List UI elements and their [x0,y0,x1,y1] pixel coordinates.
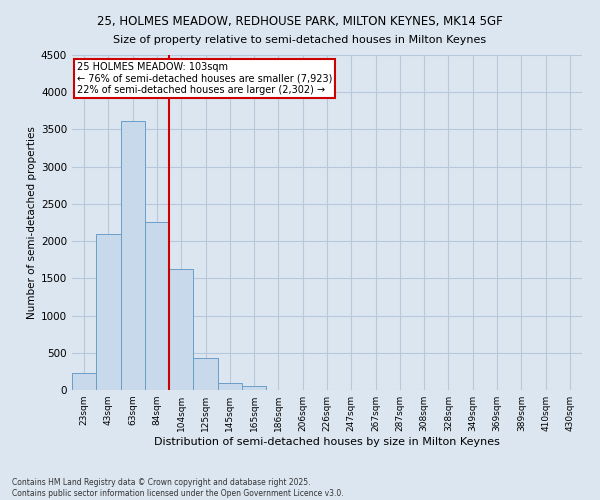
Y-axis label: Number of semi-detached properties: Number of semi-detached properties [27,126,37,319]
Bar [193,358,218,390]
Text: 25 HOLMES MEADOW: 103sqm
← 76% of semi-detached houses are smaller (7,923)
22% o: 25 HOLMES MEADOW: 103sqm ← 76% of semi-d… [77,62,332,95]
Bar [72,373,96,390]
Text: Size of property relative to semi-detached houses in Milton Keynes: Size of property relative to semi-detach… [113,35,487,45]
Bar [169,270,193,390]
Bar [121,120,145,390]
Text: Contains HM Land Registry data © Crown copyright and database right 2025.
Contai: Contains HM Land Registry data © Crown c… [12,478,344,498]
X-axis label: Distribution of semi-detached houses by size in Milton Keynes: Distribution of semi-detached houses by … [154,437,500,447]
Bar [242,386,266,390]
Text: 25, HOLMES MEADOW, REDHOUSE PARK, MILTON KEYNES, MK14 5GF: 25, HOLMES MEADOW, REDHOUSE PARK, MILTON… [97,15,503,28]
Bar [96,234,121,390]
Bar [145,222,169,390]
Bar [218,382,242,390]
